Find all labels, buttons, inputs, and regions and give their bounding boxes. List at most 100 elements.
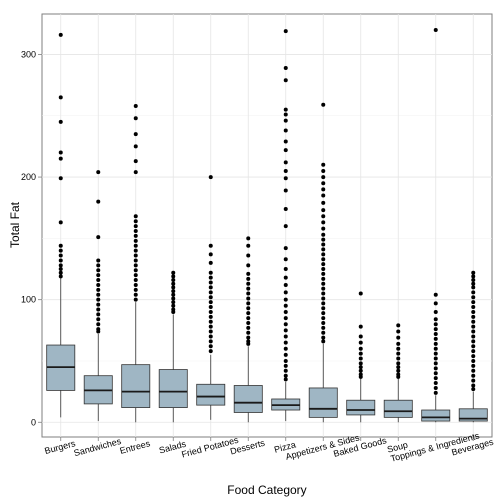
outlier-point	[246, 286, 251, 291]
outlier-point	[246, 243, 251, 248]
outlier-point	[283, 373, 288, 378]
outlier-point	[96, 317, 101, 322]
outlier-point	[321, 208, 326, 213]
outlier-point	[133, 253, 138, 258]
outlier-point	[208, 324, 213, 329]
box	[121, 364, 151, 408]
outlier-point	[283, 334, 288, 339]
box	[308, 387, 338, 418]
box-group	[346, 291, 376, 423]
outlier-point	[396, 323, 401, 328]
box	[421, 409, 451, 422]
outlier-point	[321, 232, 326, 237]
box-group	[383, 323, 413, 423]
outlier-point	[246, 253, 251, 258]
outlier-point	[58, 267, 63, 272]
outlier-point	[471, 295, 476, 300]
outlier-point	[471, 373, 476, 378]
outlier-point	[246, 316, 251, 321]
outlier-point	[96, 273, 101, 278]
outlier-point	[58, 156, 63, 161]
box-group	[458, 270, 488, 423]
outlier-point	[283, 139, 288, 144]
outlier-point	[321, 220, 326, 225]
outlier-point	[283, 316, 288, 321]
outlier-point	[96, 287, 101, 292]
outlier-point	[358, 351, 363, 356]
outlier-point	[358, 368, 363, 373]
outlier-point	[133, 170, 138, 175]
box-group	[83, 170, 113, 422]
outlier-point	[208, 329, 213, 334]
outlier-point	[433, 327, 438, 332]
outlier-point	[283, 78, 288, 83]
x-tick-label: Sandwiches	[73, 436, 123, 458]
outlier-point	[321, 316, 326, 321]
outlier-point	[246, 236, 251, 241]
outlier-point	[246, 335, 251, 340]
box-group	[421, 27, 451, 423]
outlier-point	[471, 305, 476, 310]
y-tick-label: 300	[21, 49, 36, 59]
outlier-point	[283, 275, 288, 280]
outlier-point	[433, 376, 438, 381]
outlier-point	[321, 168, 326, 173]
outlier-point	[96, 322, 101, 327]
outlier-point	[283, 303, 288, 308]
box	[383, 399, 413, 418]
outlier-point	[58, 248, 63, 253]
outlier-point	[133, 224, 138, 229]
outlier-point	[321, 187, 326, 192]
outlier-point	[133, 132, 138, 137]
outlier-point	[171, 274, 176, 279]
outlier-point	[283, 297, 288, 302]
outlier-point	[246, 281, 251, 286]
outlier-point	[96, 170, 101, 175]
outlier-point	[133, 103, 138, 108]
outlier-point	[58, 150, 63, 155]
outlier-point	[358, 356, 363, 361]
outlier-point	[396, 335, 401, 340]
outlier-point	[283, 377, 288, 382]
x-tick-label: Burgers	[43, 438, 77, 456]
outlier-point	[133, 214, 138, 219]
box-group	[158, 270, 188, 423]
outlier-point	[283, 224, 288, 229]
outlier-point	[433, 301, 438, 306]
outlier-point	[283, 206, 288, 211]
outlier-point	[358, 291, 363, 296]
outlier-point	[471, 344, 476, 349]
outlier-point	[321, 252, 326, 257]
outlier-point	[433, 309, 438, 314]
outlier-point	[96, 199, 101, 204]
outlier-point	[208, 260, 213, 265]
outlier-point	[133, 219, 138, 224]
box-group	[121, 103, 151, 423]
y-tick-label: 100	[21, 295, 36, 305]
outlier-point	[471, 290, 476, 295]
outlier-point	[396, 361, 401, 366]
outlier-point	[283, 128, 288, 133]
outlier-point	[96, 292, 101, 297]
box-group	[196, 175, 226, 420]
outlier-point	[471, 363, 476, 368]
outlier-point	[208, 270, 213, 275]
outlier-point	[58, 220, 63, 225]
outlier-point	[321, 162, 326, 167]
outlier-point	[358, 365, 363, 370]
outlier-point	[321, 257, 326, 262]
outlier-point	[283, 168, 288, 173]
outlier-point	[396, 356, 401, 361]
y-axis-title: Total Fat	[8, 201, 22, 248]
outlier-point	[321, 262, 326, 267]
outlier-point	[396, 368, 401, 373]
outlier-point	[171, 278, 176, 283]
outlier-point	[283, 176, 288, 181]
outlier-point	[321, 175, 326, 180]
outlier-point	[396, 374, 401, 379]
outlier-point	[283, 309, 288, 314]
outlier-point	[433, 351, 438, 356]
outlier-point	[321, 226, 326, 231]
outlier-point	[358, 361, 363, 366]
outlier-point	[171, 292, 176, 297]
